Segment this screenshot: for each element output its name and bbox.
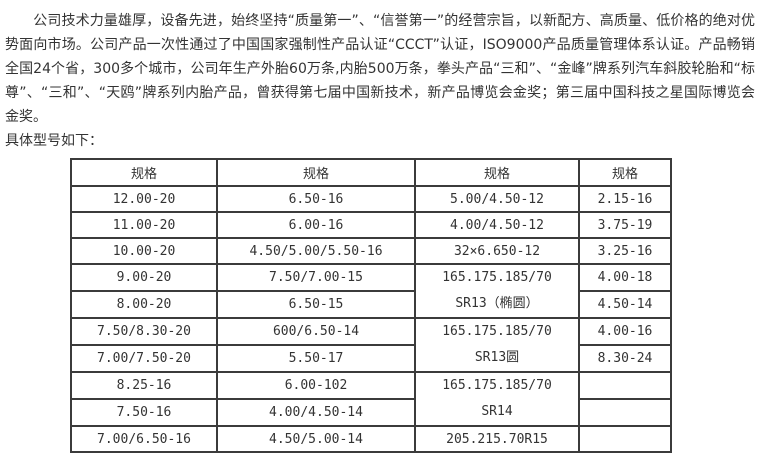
spec-cell-empty: [578, 425, 672, 453]
spec-cell: 6.50-16: [216, 185, 416, 213]
spec-cell-empty: [578, 398, 672, 427]
merged-cell-line1: 165.175.185/70: [442, 378, 552, 393]
spec-cell-merged: 165.175.185/70 SR14: [414, 371, 580, 427]
merged-cell-line1: 165.175.185/70: [442, 324, 552, 339]
spec-cell: 7.50/8.30-20: [70, 317, 218, 346]
spec-cell: 2.15-16: [578, 185, 672, 213]
spec-table: 规格 规格 规格 规格 12.00-20 6.50-16 5.00/4.50-1…: [70, 158, 672, 453]
spec-cell-merged: 165.175.185/70 SR13圆: [414, 317, 580, 373]
spec-cell: 9.00-20: [70, 263, 218, 292]
table-row: 7.50-16 4.00/4.50-14: [70, 398, 672, 427]
spec-cell: 3.75-19: [578, 211, 672, 239]
spec-cell: 12.00-20: [70, 185, 218, 213]
spec-cell-merged: 165.175.185/70 SR13（椭圆）: [414, 263, 580, 319]
table-row: 10.00-20 4.50/5.00/5.50-16 32×6.650-12 3…: [70, 237, 672, 265]
spec-cell: 8.00-20: [70, 290, 218, 319]
spec-cell: 600/6.50-14: [216, 317, 416, 346]
spec-cell: 205.215.70R15: [414, 425, 580, 453]
spec-cell: 8.30-24: [578, 344, 672, 373]
table-row: 7.00/6.50-16 4.50/5.00-14 205.215.70R15: [70, 425, 672, 453]
company-intro-paragraph: 公司技术力量雄厚，设备先进，始终坚持“质量第一”、“信誉第一”的经营宗旨，以新配…: [5, 13, 755, 125]
spec-cell: 4.00/4.50-14: [216, 398, 416, 427]
table-row: 11.00-20 6.00-16 4.00/4.50-12 3.75-19: [70, 211, 672, 239]
spec-cell: 4.00-16: [578, 317, 672, 346]
table-row: 7.50/8.30-20 600/6.50-14 165.175.185/70 …: [70, 317, 672, 373]
spec-cell: 6.00-102: [216, 371, 416, 400]
spec-cell-empty: [578, 371, 672, 400]
spec-cell: 4.50/5.00-14: [216, 425, 416, 453]
spec-cell: 7.50/7.00-15: [216, 263, 416, 292]
spec-cell: 32×6.650-12: [414, 237, 580, 265]
table-row: 7.00/7.50-20 5.50-17 8.30-24: [70, 344, 672, 373]
table-row: 8.25-16 6.00-102 165.175.185/70 SR14: [70, 371, 672, 427]
table-row: 9.00-20 7.50/7.00-15 165.175.185/70 SR13…: [70, 263, 672, 319]
table-intro-line: 具体型号如下：: [5, 133, 103, 149]
spec-header-cell: 规格: [414, 158, 580, 187]
spec-cell: 5.50-17: [216, 344, 416, 373]
spec-cell: 7.00/6.50-16: [70, 425, 218, 453]
merged-cell-line2: SR13（椭圆）: [455, 296, 539, 311]
spec-cell: 7.50-16: [70, 398, 218, 427]
spec-cell: 4.50-14: [578, 290, 672, 319]
spec-cell: 4.00-18: [578, 263, 672, 292]
spec-table-header-row: 规格 规格 规格 规格: [70, 158, 672, 187]
table-row: 12.00-20 6.50-16 5.00/4.50-12 2.15-16: [70, 185, 672, 213]
spec-cell: 11.00-20: [70, 211, 218, 239]
spec-cell: 10.00-20: [70, 237, 218, 265]
spec-header-cell: 规格: [216, 158, 416, 187]
spec-cell: 5.00/4.50-12: [414, 185, 580, 213]
spec-header-cell: 规格: [578, 158, 672, 187]
table-row: 8.00-20 6.50-15 4.50-14: [70, 290, 672, 319]
spec-cell: 4.00/4.50-12: [414, 211, 580, 239]
spec-cell: 4.50/5.00/5.50-16: [216, 237, 416, 265]
merged-cell-line2: SR14: [481, 404, 513, 419]
spec-cell: 6.00-16: [216, 211, 416, 239]
spec-cell: 8.25-16: [70, 371, 218, 400]
merged-cell-line1: 165.175.185/70: [442, 270, 552, 285]
spec-header-cell: 规格: [70, 158, 218, 187]
spec-cell: 3.25-16: [578, 237, 672, 265]
spec-cell: 7.00/7.50-20: [70, 344, 218, 373]
spec-cell: 6.50-15: [216, 290, 416, 319]
merged-cell-line2: SR13圆: [474, 350, 520, 365]
